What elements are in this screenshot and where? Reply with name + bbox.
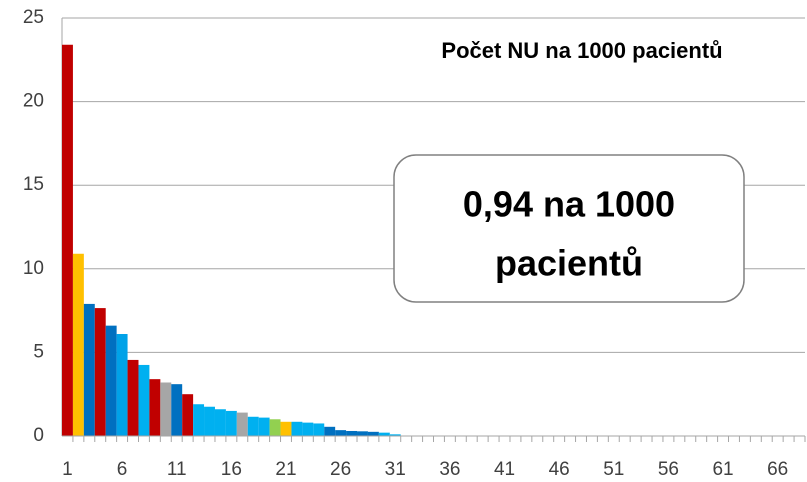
annotation-text: pacientů bbox=[495, 243, 643, 284]
x-tick-label: 36 bbox=[439, 459, 460, 480]
y-tick-label: 25 bbox=[23, 7, 44, 28]
y-tick-label: 5 bbox=[33, 341, 44, 362]
x-tick-label: 31 bbox=[385, 459, 406, 480]
bar bbox=[225, 410, 237, 436]
bar bbox=[138, 364, 150, 436]
annotation-text: 0,94 na 1000 bbox=[463, 184, 675, 225]
bar bbox=[302, 422, 314, 436]
x-tick-label: 46 bbox=[549, 459, 570, 480]
bar bbox=[247, 416, 259, 436]
bar bbox=[171, 384, 183, 436]
bar bbox=[127, 359, 139, 436]
bar bbox=[258, 417, 270, 436]
bar bbox=[94, 308, 106, 436]
bar bbox=[214, 409, 226, 436]
x-tick-label: 26 bbox=[330, 459, 351, 480]
bar bbox=[269, 419, 281, 436]
bar bbox=[83, 303, 95, 436]
x-tick-label: 56 bbox=[658, 459, 679, 480]
x-tick-label: 21 bbox=[275, 459, 296, 480]
bar bbox=[236, 412, 248, 436]
bar bbox=[291, 421, 303, 436]
bar bbox=[149, 379, 161, 436]
x-tick-label: 41 bbox=[494, 459, 515, 480]
bar bbox=[335, 430, 347, 436]
bar bbox=[182, 394, 194, 436]
bar bbox=[324, 426, 336, 436]
x-tick-label: 6 bbox=[117, 459, 128, 480]
bar bbox=[313, 423, 325, 436]
y-tick-label: 0 bbox=[33, 425, 44, 446]
x-tick-label: 61 bbox=[712, 459, 733, 480]
x-tick-label: 16 bbox=[221, 459, 242, 480]
bar bbox=[389, 434, 401, 436]
bar bbox=[193, 404, 205, 436]
bar bbox=[367, 431, 379, 436]
y-tick-label: 20 bbox=[23, 91, 44, 112]
x-tick-label: 51 bbox=[603, 459, 624, 480]
bar bbox=[204, 406, 215, 436]
y-tick-label: 15 bbox=[23, 174, 44, 195]
bar bbox=[280, 421, 292, 436]
annotation-box bbox=[393, 154, 745, 303]
bar bbox=[116, 334, 128, 436]
chart-title: Počet NU na 1000 pacientů bbox=[441, 38, 722, 63]
bar bbox=[62, 44, 73, 436]
bar bbox=[357, 431, 368, 436]
x-tick-label: 1 bbox=[62, 459, 73, 480]
bar bbox=[105, 325, 117, 436]
bar bbox=[160, 382, 172, 436]
bar bbox=[378, 432, 390, 436]
y-tick-label: 10 bbox=[23, 258, 44, 279]
x-tick-label: 66 bbox=[767, 459, 788, 480]
x-tick-label: 11 bbox=[167, 459, 187, 480]
bar bbox=[346, 430, 358, 436]
bar bbox=[72, 253, 84, 436]
